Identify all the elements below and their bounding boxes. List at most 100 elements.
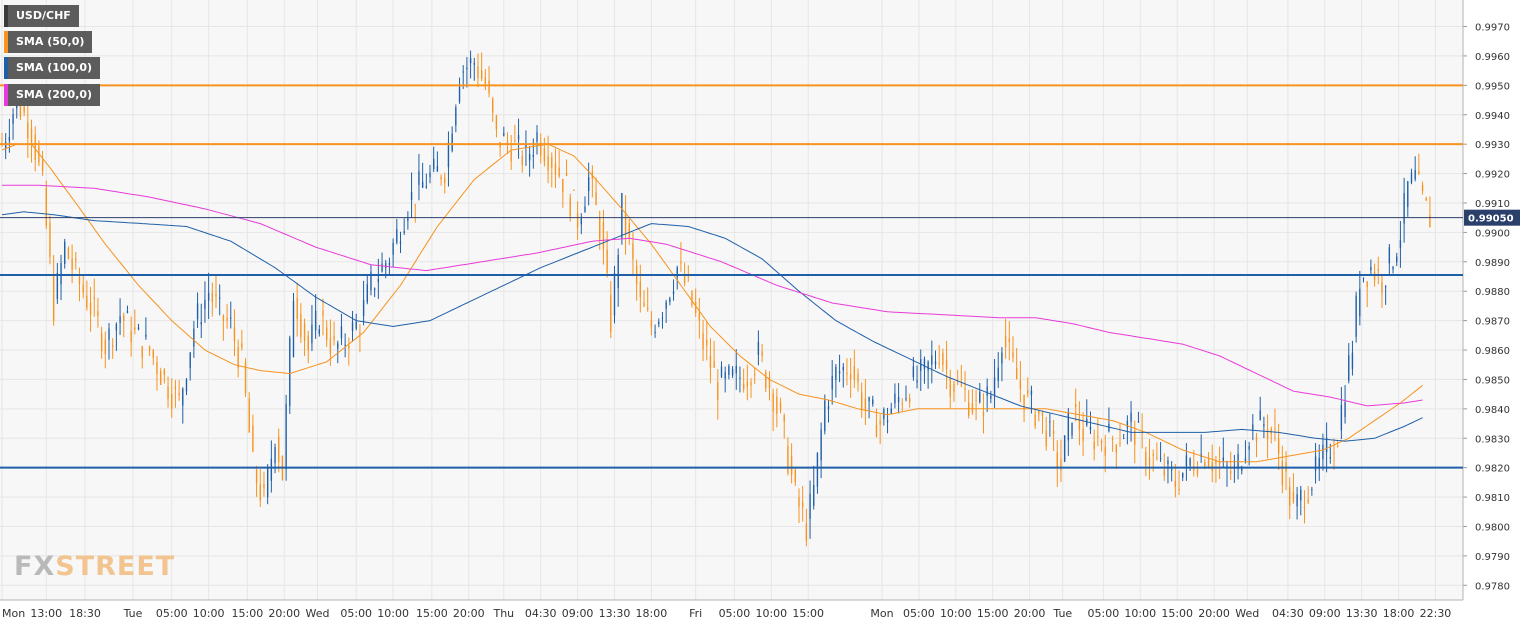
candle-body — [960, 384, 963, 386]
candle-body — [757, 341, 760, 355]
candle-body — [1277, 438, 1280, 454]
candle-body — [558, 167, 560, 177]
candle-body — [64, 241, 66, 265]
candle-body — [396, 229, 398, 243]
legend-sma50: SMA (50,0) — [4, 31, 93, 53]
candle-body — [340, 326, 343, 339]
candle-body — [702, 333, 704, 350]
candle-body — [717, 382, 719, 400]
candle-body — [1193, 467, 1195, 471]
candle-body — [661, 317, 664, 319]
candle-body — [137, 327, 140, 330]
candle-body — [927, 361, 929, 371]
x-tick-label: 05:00 — [340, 607, 372, 620]
candle-body — [1314, 456, 1317, 471]
candle-body — [1226, 465, 1228, 467]
candle-body — [4, 142, 7, 149]
candle-body — [905, 398, 907, 400]
candle-body — [1303, 506, 1306, 509]
y-tick-label: 0.9880 — [1475, 287, 1510, 298]
candle-body — [89, 302, 92, 315]
candle-body — [211, 292, 214, 303]
candle-body — [1351, 352, 1354, 369]
x-tick-label: 18:00 — [636, 607, 668, 620]
candle-body — [1370, 267, 1372, 271]
candle-body — [329, 338, 332, 354]
candle-body — [650, 320, 653, 328]
candle-body — [433, 158, 435, 170]
candle-body — [801, 502, 804, 508]
candle-body — [912, 366, 915, 378]
candle-body — [897, 397, 900, 403]
candle-body — [466, 67, 468, 70]
y-tick-label: 0.9890 — [1475, 258, 1510, 269]
candle-body — [964, 388, 966, 390]
x-tick-label: 13:30 — [1346, 607, 1378, 620]
candle-body — [418, 171, 420, 185]
candle-body — [12, 114, 14, 124]
candle-body — [820, 429, 822, 461]
candle-body — [1392, 267, 1394, 270]
candle-body — [953, 383, 955, 392]
candle-body — [1344, 402, 1346, 418]
candle-body — [765, 372, 767, 389]
candle-body — [1063, 435, 1066, 462]
candle-body — [528, 154, 531, 161]
x-tick-label: Mon — [2, 607, 25, 620]
x-tick-label: 05:00 — [719, 607, 751, 620]
candle-body — [613, 272, 616, 316]
candle-body — [152, 350, 154, 358]
candle-body — [993, 377, 996, 396]
x-tick-label: Thu — [492, 607, 514, 620]
candle-body — [809, 493, 811, 519]
x-tick-label: Tue — [123, 607, 143, 620]
candle-body — [1159, 458, 1162, 460]
candle-body — [540, 142, 542, 156]
candle-body — [370, 271, 372, 291]
candle-body — [986, 386, 988, 396]
candle-body — [134, 327, 136, 330]
candle-body — [1373, 272, 1376, 281]
candle-body — [776, 396, 778, 414]
y-tick-label: 0.9810 — [1475, 493, 1510, 504]
candle-body — [1252, 424, 1254, 430]
x-tick-label: 10:00 — [193, 607, 225, 620]
candle-body — [1399, 240, 1402, 249]
candle-body — [451, 133, 453, 151]
candle-body — [975, 399, 977, 401]
candle-body — [1355, 295, 1357, 337]
candle-body — [399, 241, 402, 244]
candle-body — [1067, 413, 1070, 441]
candle-body — [1307, 499, 1309, 502]
candle-body — [602, 221, 605, 249]
candle-body — [41, 160, 44, 172]
candle-body — [908, 398, 911, 403]
candle-body — [687, 276, 689, 278]
legend-sma200-label: SMA (200,0) — [16, 88, 93, 101]
candle-body — [414, 204, 416, 206]
candle-body — [731, 368, 734, 376]
candle-body — [698, 312, 701, 321]
candle-body — [1410, 172, 1413, 183]
x-tick-label: 18:00 — [1383, 607, 1415, 620]
candle-body — [126, 311, 129, 313]
candle-body — [1325, 437, 1328, 453]
candle-body — [492, 98, 494, 113]
x-tick-label: 15:00 — [232, 607, 264, 620]
candle-body — [1340, 404, 1343, 431]
candle-body — [1362, 277, 1365, 279]
x-tick-label: Tue — [1052, 607, 1072, 620]
candle-body — [241, 343, 243, 348]
candle-body — [337, 343, 339, 349]
candle-body — [145, 334, 147, 337]
candle-body — [1012, 351, 1014, 358]
candle-body — [1222, 457, 1224, 462]
candle-body — [148, 346, 151, 351]
candle-body — [1060, 459, 1062, 471]
x-tick-label: 09:00 — [1309, 607, 1341, 620]
candle-body — [1263, 424, 1265, 427]
candle-body — [8, 136, 11, 141]
candle-body — [1296, 494, 1298, 507]
candle-body — [894, 393, 896, 404]
candle-body — [1248, 446, 1250, 450]
